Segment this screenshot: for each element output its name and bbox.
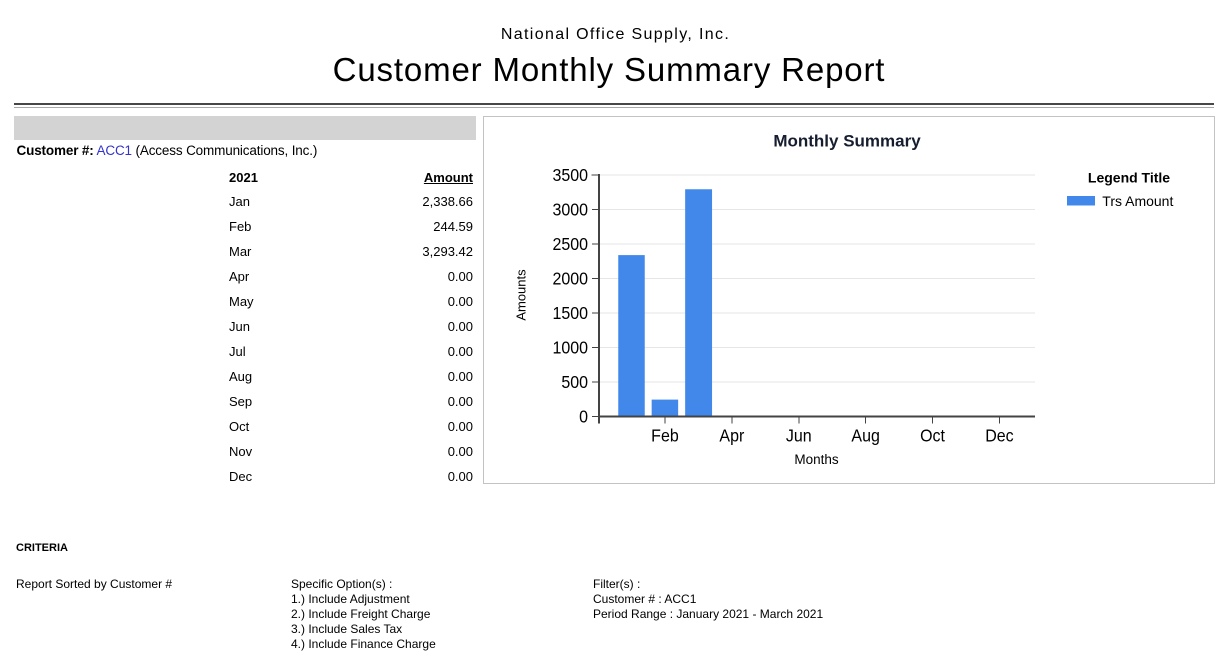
svg-text:2000: 2000 (552, 269, 588, 289)
svg-text:Legend Title: Legend Title (1088, 170, 1170, 186)
svg-text:1000: 1000 (552, 338, 588, 358)
svg-text:Amounts: Amounts (514, 269, 529, 321)
svg-text:Jun: Jun (786, 426, 812, 446)
svg-text:500: 500 (561, 372, 588, 392)
svg-text:Monthly Summary: Monthly Summary (773, 131, 921, 150)
svg-text:Oct: Oct (920, 426, 945, 446)
svg-text:2500: 2500 (552, 234, 588, 254)
svg-text:Aug: Aug (851, 426, 879, 446)
svg-text:1500: 1500 (552, 303, 588, 323)
svg-text:Apr: Apr (719, 426, 744, 446)
svg-text:Trs Amount: Trs Amount (1102, 193, 1173, 209)
svg-text:Feb: Feb (651, 426, 679, 446)
svg-text:Dec: Dec (985, 426, 1014, 446)
svg-text:0: 0 (579, 407, 588, 427)
svg-text:3500: 3500 (552, 165, 588, 185)
svg-text:3000: 3000 (552, 200, 588, 220)
svg-text:Months: Months (794, 452, 839, 467)
